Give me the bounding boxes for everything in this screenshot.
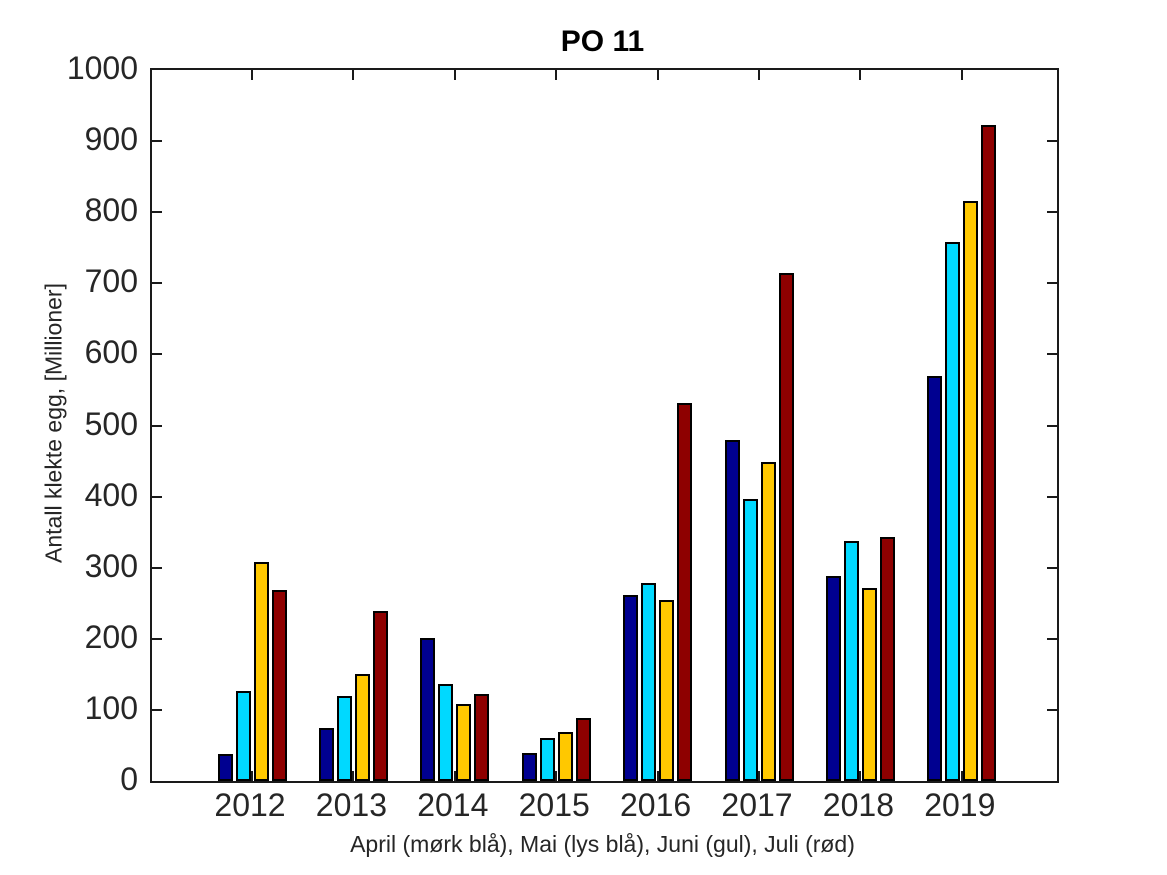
bar-2014-mai	[438, 684, 454, 781]
bar-2015-juli	[575, 718, 591, 781]
x-tick-label: 2012	[214, 787, 286, 823]
y-tick-mark	[1047, 282, 1057, 285]
y-tick-label: 0	[120, 761, 138, 797]
x-tick-mark	[453, 70, 456, 80]
x-tick-mark	[352, 70, 355, 80]
x-tick-label: 2017	[721, 787, 793, 823]
x-tick-mark	[960, 70, 963, 80]
bar-2013-mai	[336, 696, 352, 781]
bar-2016-juni	[659, 600, 675, 781]
bar-2015-mai	[539, 738, 555, 781]
bar-2012-juni	[253, 562, 269, 781]
x-tick-label: 2019	[924, 787, 996, 823]
bar-2017-juni	[760, 462, 776, 781]
bar-2014-april	[420, 638, 436, 781]
bar-2016-mai	[641, 583, 657, 781]
x-tick-mark	[960, 771, 963, 781]
x-tick-mark	[859, 70, 862, 80]
x-tick-mark	[758, 771, 760, 781]
y-tick-mark	[1047, 566, 1057, 569]
x-tick-mark	[352, 771, 355, 781]
x-tick-label: 2013	[315, 787, 387, 823]
y-tick-mark	[1047, 211, 1057, 214]
bar-2017-mai	[742, 499, 758, 781]
bar-2018-juni	[861, 588, 877, 781]
x-axis-label: April (mørk blå), Mai (lys blå), Juni (g…	[350, 831, 855, 857]
y-tick-label: 500	[84, 405, 138, 442]
y-tick-mark	[1047, 424, 1057, 427]
chart-title: PO 11	[560, 25, 645, 58]
bar-2019-april	[927, 376, 943, 781]
bar-2019-juni	[963, 201, 979, 781]
bar-2018-april	[825, 576, 841, 781]
x-tick-mark	[656, 70, 659, 80]
y-tick-mark	[152, 424, 162, 427]
bar-2017-april	[724, 440, 740, 781]
y-tick-label: 100	[84, 689, 138, 726]
x-tick-mark	[555, 70, 558, 80]
y-tick-label: 700	[84, 263, 138, 300]
bar-2013-juli	[372, 611, 388, 781]
bar-2018-mai	[843, 541, 859, 781]
x-tick-mark	[251, 771, 253, 781]
y-tick-label: 600	[84, 334, 138, 371]
bar-2016-april	[623, 595, 639, 781]
bar-2017-juli	[778, 273, 794, 781]
y-tick-mark	[1047, 637, 1057, 640]
bar-2012-april	[217, 754, 233, 781]
bar-2019-juli	[981, 125, 997, 781]
bar-2014-juni	[456, 704, 472, 781]
bar-2014-juli	[474, 694, 490, 781]
x-tick-mark	[251, 70, 253, 80]
x-tick-label: 2015	[518, 787, 590, 823]
bar-2012-juli	[271, 590, 287, 781]
y-tick-label: 1000	[66, 50, 138, 86]
y-tick-mark	[1047, 495, 1057, 498]
y-tick-mark	[152, 495, 162, 498]
x-tick-mark	[859, 771, 862, 781]
y-tick-mark	[1047, 708, 1057, 711]
y-tick-mark	[1047, 353, 1057, 356]
bar-2016-juli	[677, 403, 693, 781]
y-tick-label: 400	[84, 476, 138, 513]
x-tick-label: 2014	[417, 787, 489, 823]
x-tick-mark	[555, 771, 558, 781]
y-tick-mark	[152, 353, 162, 356]
bar-2015-juni	[557, 732, 573, 781]
x-tick-label: 2018	[822, 787, 894, 823]
x-tick-mark	[453, 771, 456, 781]
y-tick-mark	[152, 637, 162, 640]
y-tick-mark	[152, 211, 162, 214]
x-tick-mark	[758, 70, 760, 80]
y-tick-mark	[152, 566, 162, 569]
bar-2019-mai	[945, 242, 961, 781]
plot-area	[150, 68, 1059, 783]
y-tick-label: 200	[84, 618, 138, 655]
y-tick-label: 300	[84, 547, 138, 584]
x-tick-label: 2016	[620, 787, 692, 823]
y-tick-label: 800	[84, 192, 138, 229]
y-tick-mark	[152, 140, 162, 143]
y-tick-label: 900	[84, 121, 138, 158]
bar-2013-juni	[354, 674, 370, 781]
bar-2013-april	[318, 728, 334, 781]
bar-2015-april	[521, 753, 537, 781]
y-tick-mark	[152, 708, 162, 711]
y-tick-mark	[152, 282, 162, 285]
bar-2012-mai	[235, 691, 251, 781]
y-tick-mark	[1047, 140, 1057, 143]
x-tick-mark	[656, 771, 659, 781]
bar-2018-juli	[879, 537, 895, 781]
